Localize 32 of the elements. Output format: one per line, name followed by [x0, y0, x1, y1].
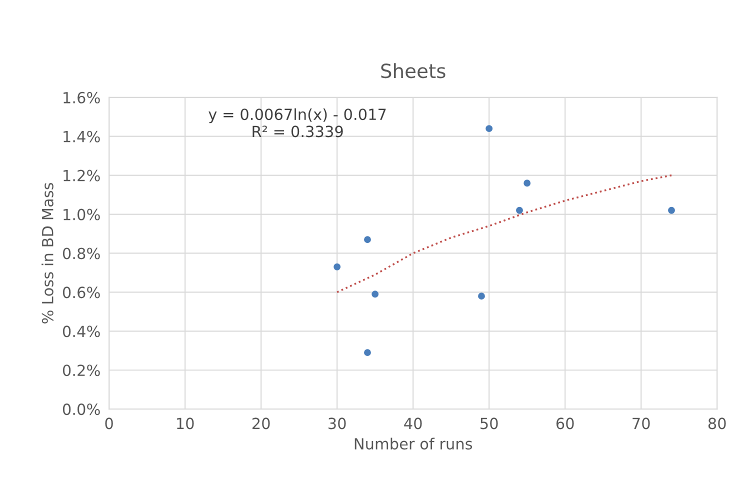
point — [364, 349, 371, 356]
y-tick-label: 0.0% — [62, 404, 100, 416]
point — [668, 206, 675, 214]
y-tick-label: 1.0% — [64, 208, 100, 220]
y-tick-label: 1.2% — [64, 170, 100, 182]
point — [516, 206, 523, 214]
y-tick-label: 0.8% — [62, 248, 100, 260]
y-tick-label: 1.4% — [64, 130, 100, 142]
y-tick-label: 0.2% — [62, 364, 100, 376]
point — [372, 290, 379, 298]
x-axis-title: Number of runs — [354, 438, 472, 450]
y-axis-title: % Loss in BD Mass — [42, 182, 54, 324]
y-tick-label: 0.4% — [62, 326, 100, 338]
x-tick-label: 10 — [177, 418, 194, 430]
x-tick-label: 70 — [632, 418, 650, 430]
x-tick-label: 50 — [480, 418, 498, 430]
chart-title: Sheets — [381, 63, 446, 78]
point — [478, 292, 485, 300]
x-tick-label: 40 — [404, 418, 422, 430]
point — [486, 125, 493, 132]
point — [334, 263, 341, 270]
point — [364, 236, 371, 244]
x-tick-label: 30 — [328, 418, 346, 430]
x-tick-label: 60 — [556, 418, 574, 430]
y-tick-label: 0.6% — [62, 286, 100, 298]
point — [524, 180, 531, 187]
x-tick-label: 20 — [252, 418, 270, 430]
y-tick-label: 1.6% — [64, 92, 100, 104]
x-tick-label: 0 — [105, 418, 113, 430]
annotation: y = 0.0067ln(x) - 0.017 R² = 0.3339 — [208, 108, 386, 138]
line-series — [336, 174, 672, 294]
x-tick-label: 80 — [708, 418, 726, 430]
